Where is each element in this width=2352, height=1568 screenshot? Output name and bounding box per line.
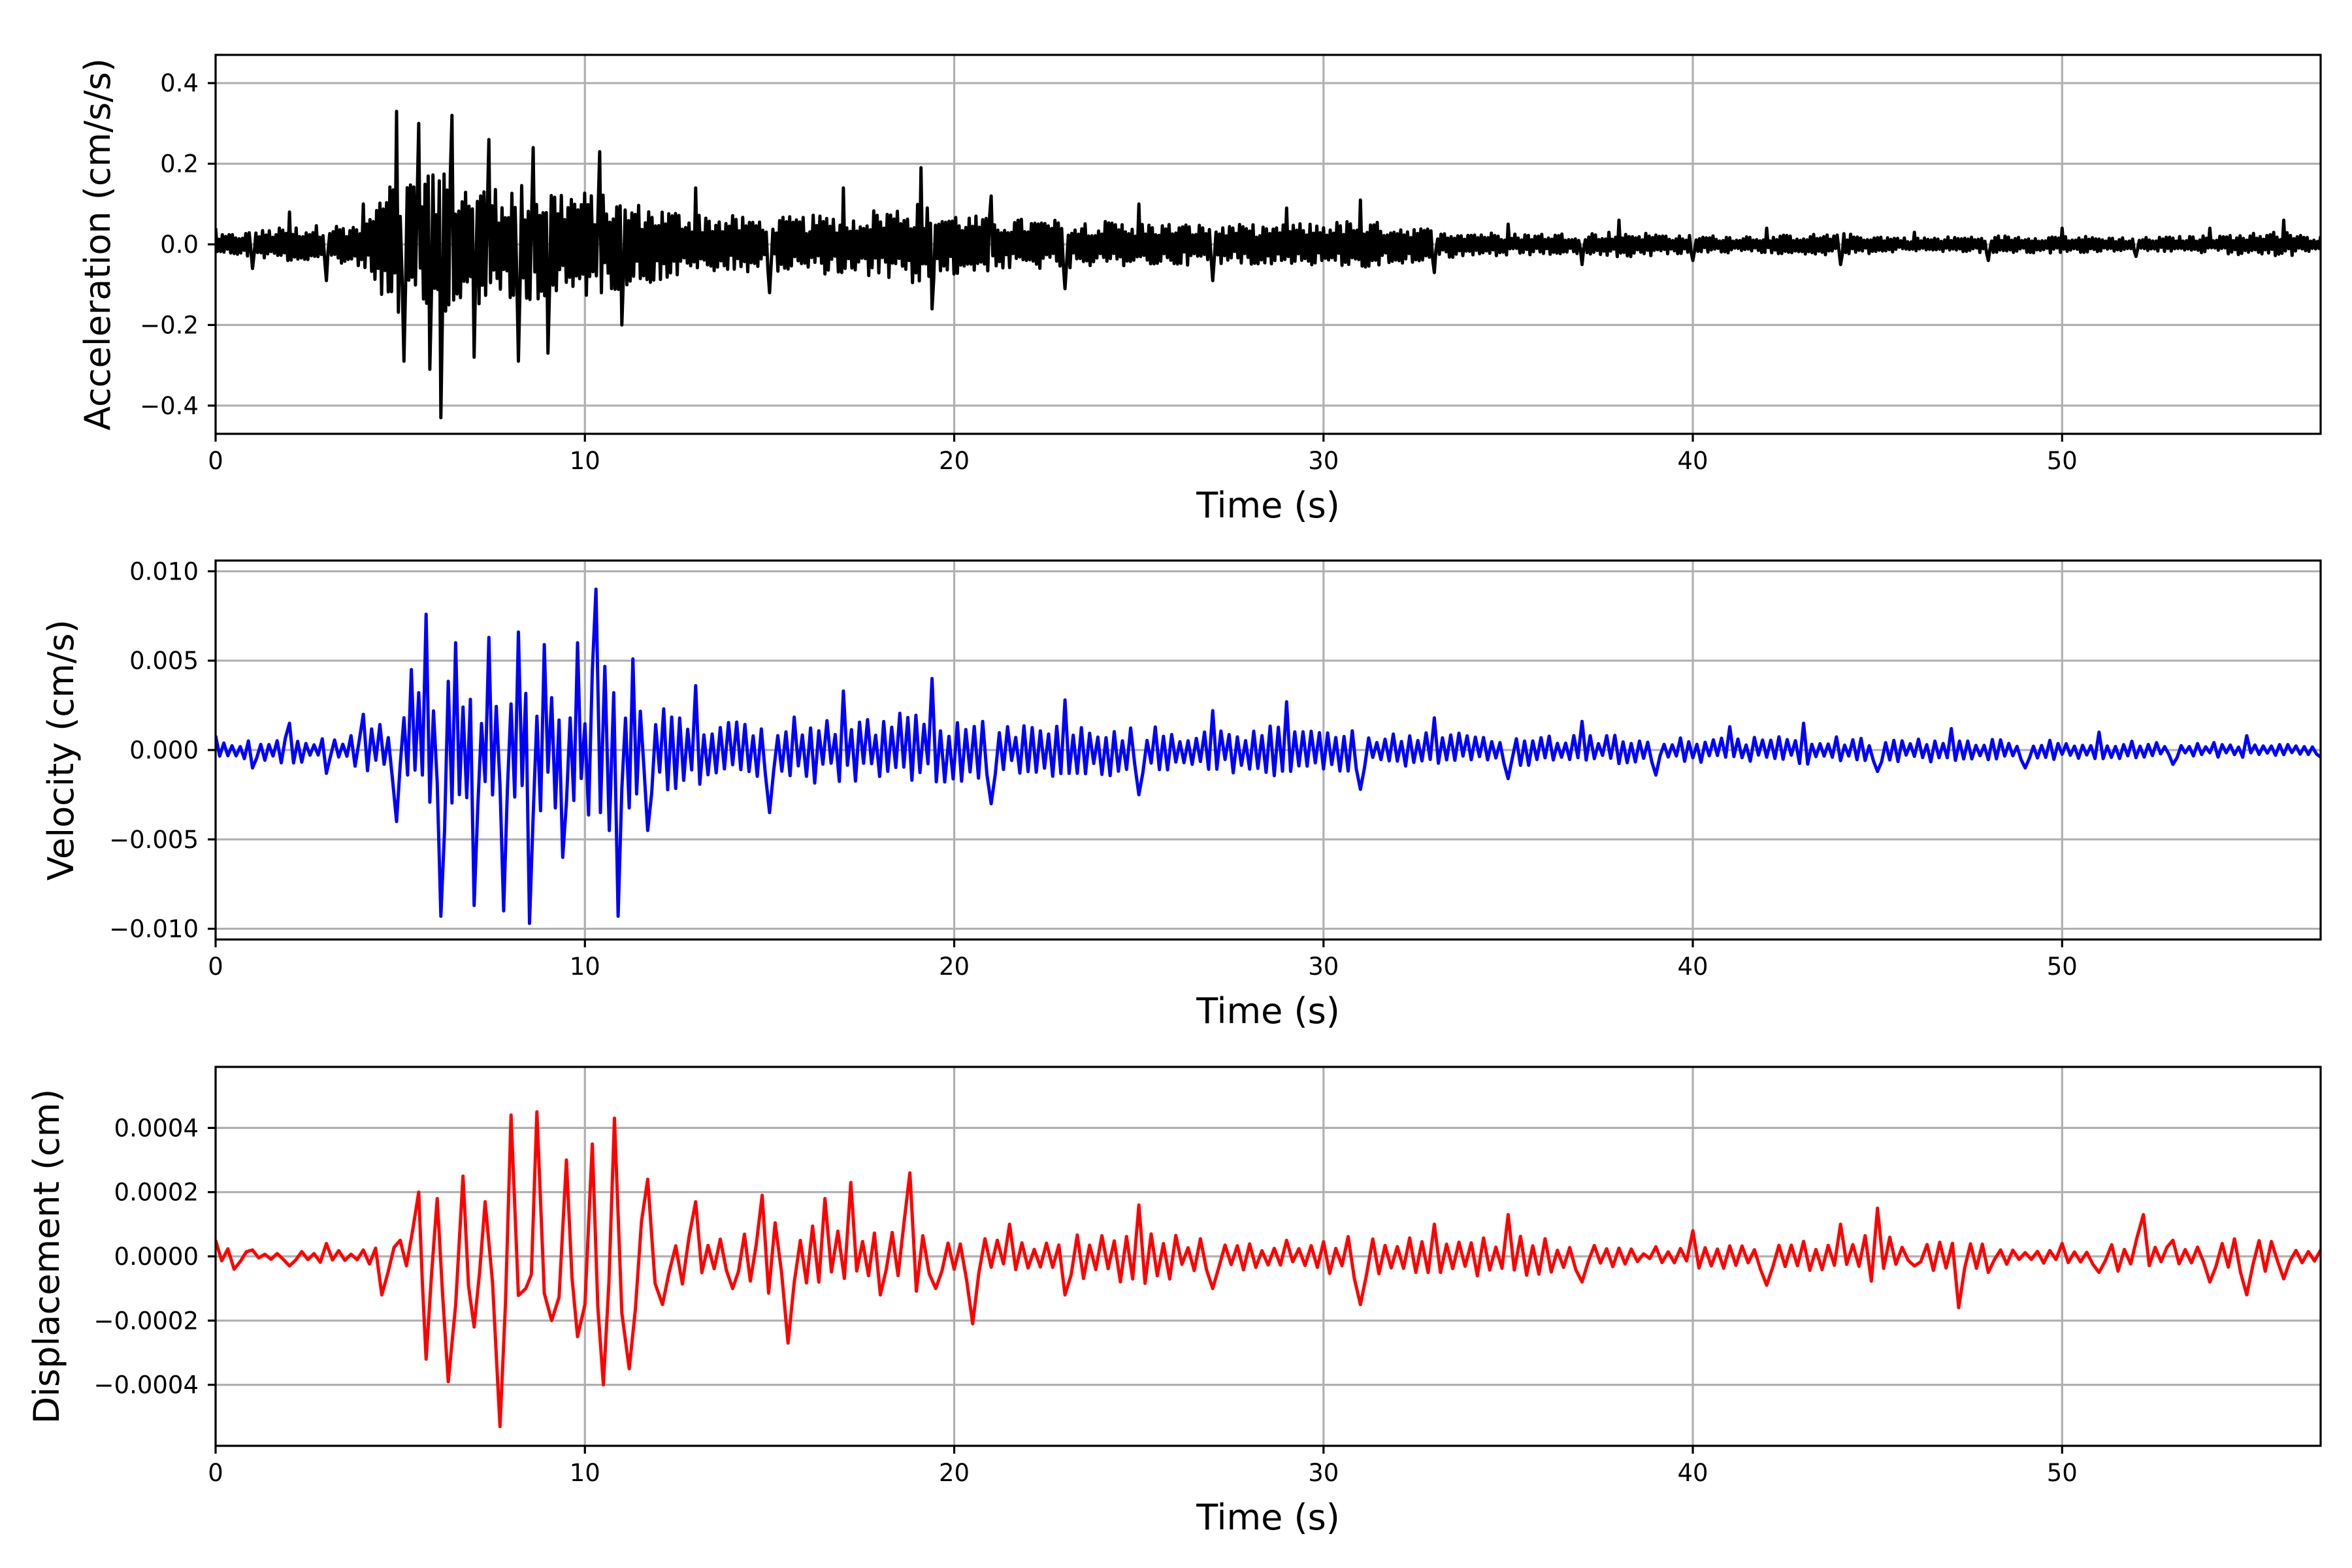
y-tick-label: −0.4 [140, 392, 199, 420]
x-tick-label: 10 [570, 1459, 600, 1487]
x-tick-label: 20 [939, 953, 970, 981]
y-tick-label: 0.0002 [114, 1179, 199, 1207]
x-tick-label: 40 [1678, 953, 1708, 981]
x-tick-label: 50 [2047, 953, 2078, 981]
y-tick-label: 0.010 [129, 557, 199, 585]
x-tick-label: 20 [939, 447, 970, 475]
y-tick-label: 0.0004 [114, 1114, 199, 1142]
x-tick-label: 40 [1678, 1459, 1708, 1487]
y-tick-label: 0.000 [129, 736, 199, 764]
x-tick-label: 0 [208, 447, 223, 475]
velocity-series-line [216, 587, 2321, 925]
subplots: 0 10 20 30 40 50 −0.4 −0.2 0.0 0.2 0.4 Time (s) Acce… [26, 54, 2322, 1538]
x-tick-label: 30 [1308, 1459, 1339, 1487]
y-axis-label: Displacement (cm) [26, 1089, 67, 1424]
subplot-acceleration: 0 10 20 30 40 50 −0.4 −0.2 0.0 0.2 0.4 Time (s) Acce… [77, 54, 2322, 526]
y-tick-label: −0.0004 [94, 1371, 199, 1399]
y-axis-label: Velocity (cm/s) [41, 619, 82, 881]
x-axis-label: Time (s) [1196, 485, 1340, 526]
x-tick-label: 40 [1678, 447, 1708, 475]
y-tick-label: −0.2 [140, 311, 199, 339]
displacement-series-line [216, 1110, 2321, 1428]
y-tick-label: 0.0000 [114, 1243, 199, 1271]
y-tick-label: −0.0002 [94, 1307, 199, 1335]
subplot-displacement: 0 10 20 30 40 50 −0.0004 −0.0002 0.0000 0.0002 0.0… [26, 1066, 2322, 1538]
y-tick-label: −0.005 [109, 826, 199, 854]
y-axis-label: Acceleration (cm/s/s) [77, 58, 118, 431]
x-tick-label: 30 [1308, 447, 1339, 475]
subplot-velocity: 0 10 20 30 40 50 −0.010 −0.005 0.000 0.005 0.010 Ti… [41, 557, 2322, 1032]
y-tick-label: 0.0 [160, 231, 199, 259]
acceleration-series-line [216, 109, 2321, 419]
x-axis-label: Time (s) [1196, 1497, 1340, 1538]
x-axis-label: Time (s) [1196, 990, 1340, 1032]
y-tick-label: −0.010 [109, 915, 199, 943]
x-tick-label: 30 [1308, 953, 1339, 981]
x-tick-label: 20 [939, 1459, 970, 1487]
x-tick-label: 10 [570, 953, 600, 981]
x-tick-label: 10 [570, 447, 600, 475]
x-tick-label: 0 [208, 953, 223, 981]
x-tick-label: 0 [208, 1459, 223, 1487]
y-tick-label: 0.4 [160, 69, 199, 97]
y-tick-label: 0.2 [160, 150, 199, 178]
y-tick-label: 0.005 [129, 647, 199, 675]
x-tick-label: 50 [2047, 1459, 2078, 1487]
x-tick-label: 50 [2047, 447, 2078, 475]
